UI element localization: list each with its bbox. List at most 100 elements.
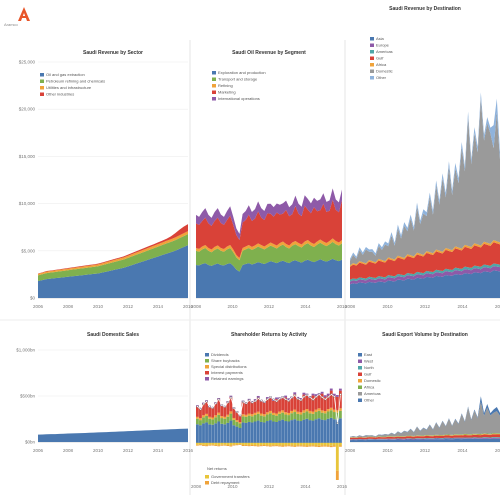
net-returns-point	[336, 422, 339, 425]
bar-segment-government-transfers	[323, 442, 327, 446]
net-returns-point	[284, 398, 287, 401]
bar-segment-interest-payments	[278, 399, 281, 412]
legend-swatch	[370, 43, 374, 47]
x-tick-label: 2010	[227, 484, 238, 489]
bar-segment-debt-repayment	[220, 444, 224, 446]
bar-segment-debt-repayment	[232, 444, 236, 446]
x-tick-label: 2014	[153, 304, 164, 309]
bar-segment-government-transfers	[326, 442, 330, 446]
bar-segment-dividends	[220, 423, 224, 443]
net-returns-point	[318, 393, 321, 396]
legend-swatch	[40, 86, 44, 90]
bar-segment-dividends	[278, 420, 281, 443]
bar-segment-government-transfers	[250, 442, 254, 445]
net-returns-point	[229, 396, 233, 399]
bar-segment-government-transfers	[244, 442, 248, 445]
bar-segment-special-distributions	[226, 414, 230, 417]
bar-segment-special-distributions	[256, 411, 260, 414]
x-tick-label: 2012	[123, 448, 134, 453]
bar-segment-debt-repayment	[208, 444, 212, 446]
legend-swatch	[205, 371, 209, 375]
legend-swatch	[212, 77, 216, 81]
net-returns-point	[236, 410, 239, 414]
legend-label: Transport and storage	[218, 77, 258, 82]
bar-segment-retained-earnings	[275, 397, 278, 400]
x-tick-label: 2012	[264, 304, 275, 309]
bar-segment-dividends	[269, 420, 272, 443]
bar-segment-share-buybacks	[317, 410, 321, 419]
net-returns-point	[232, 407, 236, 410]
legend-label: Net returns	[207, 466, 227, 471]
legend-label: Oil and gas extraction	[46, 72, 85, 77]
legend-label: Interest payments	[211, 370, 243, 375]
bar-segment-interest-payments	[229, 397, 233, 412]
bar-segment-share-buybacks	[205, 415, 208, 423]
bar-segment-retained-earnings	[299, 398, 303, 400]
bar-segment-special-distributions	[284, 412, 288, 415]
bar-segment-share-buybacks	[199, 420, 202, 426]
series-area-west	[350, 437, 500, 441]
bar-segment-dividends	[241, 422, 245, 443]
bar-segment-interest-payments	[199, 408, 202, 419]
bar-segment-special-distributions	[214, 415, 218, 418]
bar-segment-government-transfers	[265, 442, 269, 446]
bar-segment-debt-repayment	[262, 444, 266, 447]
bar-segment-government-transfers	[235, 442, 239, 445]
legend-swatch	[205, 377, 209, 381]
x-tick-label: 2012	[420, 448, 431, 453]
bar-segment-share-buybacks	[235, 421, 239, 427]
bar-segment-special-distributions	[311, 411, 315, 414]
legend-swatch	[212, 84, 216, 88]
bar-segment-share-buybacks	[335, 412, 339, 420]
bar-segment-retained-earnings	[326, 393, 330, 396]
bar-segment-special-distributions	[281, 410, 285, 413]
net-returns-point	[266, 398, 269, 401]
series-area-domestic	[350, 98, 500, 266]
legend-swatch	[212, 90, 216, 94]
bar-segment-dividends	[302, 419, 306, 443]
bar-segment-interest-payments	[296, 398, 300, 412]
bar-segment-special-distributions	[314, 409, 318, 413]
legend-swatch	[370, 50, 374, 54]
bar-segment-debt-repayment	[211, 444, 215, 446]
bar-segment-special-distributions	[202, 415, 205, 418]
net-returns-point	[211, 406, 214, 409]
bar-segment-interest-payments	[247, 400, 251, 414]
bar-segment-government-transfers	[275, 442, 278, 446]
net-returns-point	[226, 401, 229, 404]
chart-bottom-left: Saudi Domestic Sales $0bn $500bn $1,000bn 20…	[16, 332, 193, 453]
bar-segment-dividends	[332, 419, 336, 443]
bar-segment-special-distributions	[332, 409, 336, 413]
net-returns-point	[315, 395, 318, 398]
bar-segment-debt-repayment	[196, 444, 199, 446]
legend-swatch	[358, 366, 362, 370]
series-area-gulf	[350, 434, 500, 440]
bar-segment-special-distributions	[235, 420, 239, 422]
series-area-other	[350, 396, 500, 437]
bar-segment-debt-repayment	[256, 445, 260, 447]
net-returns-point	[214, 402, 217, 405]
net-returns-point	[223, 405, 226, 408]
bar-segment-share-buybacks	[244, 416, 248, 423]
bar-segment-dividends	[314, 419, 318, 443]
chart-title: Saudi Revenue by Sector	[83, 50, 143, 56]
bar-segment-dividends	[281, 419, 285, 443]
bar-segment-government-transfers	[332, 442, 336, 446]
series-area-europe	[350, 266, 500, 285]
legend-label: Africa	[364, 385, 375, 390]
bar-segment-retained-earnings	[265, 397, 269, 399]
bar-segment-special-distributions	[320, 410, 324, 413]
bar-segment-dividends	[229, 420, 233, 443]
chart-title: Saudi Oil Revenue by Segment	[232, 50, 306, 56]
bar-segment-share-buybacks	[256, 413, 260, 421]
bar-segment-debt-repayment	[229, 445, 233, 447]
bar-segment-interest-payments	[284, 397, 288, 413]
legend-label: Petroleum refining and chemicals	[46, 79, 105, 84]
bar-segment-interest-payments	[196, 406, 199, 417]
bar-segment-interest-payments	[311, 395, 315, 412]
bar-segment-dividends	[214, 423, 218, 443]
bar-segment-special-distributions	[326, 409, 330, 412]
legend-swatch	[205, 353, 209, 357]
bar-segment-debt-repayment	[290, 445, 294, 447]
x-tick-label: 2016	[337, 304, 348, 309]
